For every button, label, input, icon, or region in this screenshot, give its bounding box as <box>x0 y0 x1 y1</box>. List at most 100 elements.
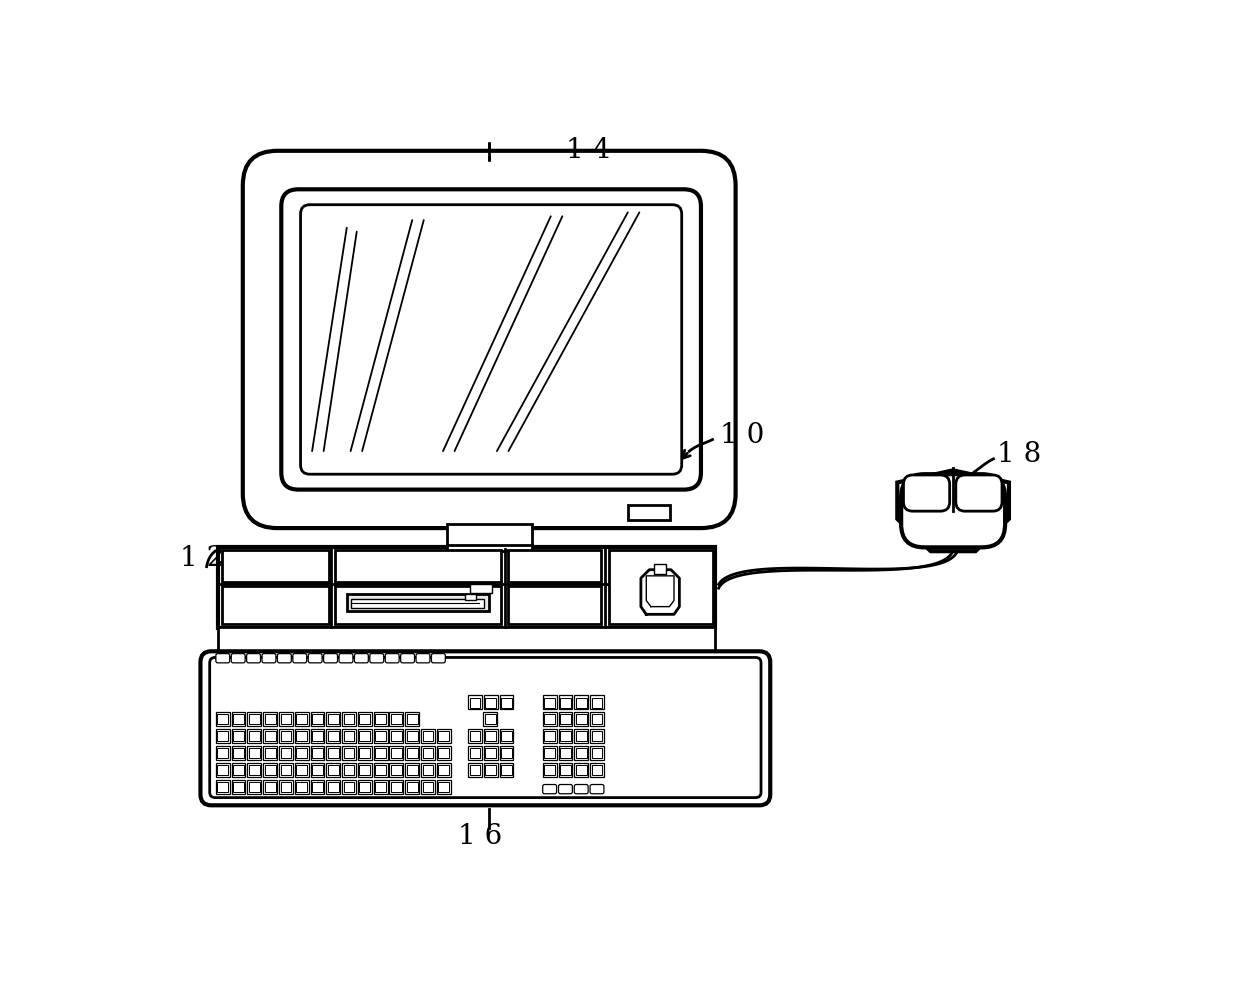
Bar <box>423 765 433 775</box>
Bar <box>591 714 603 724</box>
Bar <box>216 729 229 743</box>
FancyBboxPatch shape <box>324 654 337 663</box>
Bar <box>217 765 228 775</box>
FancyBboxPatch shape <box>278 654 291 663</box>
Bar <box>248 780 262 794</box>
FancyBboxPatch shape <box>956 475 1002 511</box>
Bar <box>436 746 450 760</box>
Bar <box>405 780 419 794</box>
Bar <box>296 782 308 792</box>
Bar <box>216 763 229 777</box>
Bar <box>590 746 604 760</box>
Bar <box>343 748 355 758</box>
Bar <box>312 731 322 741</box>
Bar <box>446 545 532 551</box>
Bar <box>218 547 714 628</box>
Bar <box>326 780 340 794</box>
Bar <box>310 763 325 777</box>
Bar <box>389 780 403 794</box>
Bar <box>590 763 604 777</box>
Bar <box>590 729 604 743</box>
Bar <box>351 599 484 608</box>
Bar <box>296 748 308 758</box>
Bar <box>558 729 573 743</box>
Bar <box>391 714 402 724</box>
Bar <box>544 748 556 758</box>
Bar <box>407 782 418 792</box>
Bar <box>544 765 556 775</box>
Bar <box>310 780 325 794</box>
Bar <box>391 748 402 758</box>
Bar <box>591 698 603 708</box>
Bar <box>574 729 588 743</box>
FancyBboxPatch shape <box>201 651 770 805</box>
Text: 1 8: 1 8 <box>997 441 1042 468</box>
Bar <box>217 714 228 724</box>
Bar <box>574 746 588 760</box>
Bar <box>218 627 714 651</box>
Bar <box>465 594 476 600</box>
Bar <box>342 712 356 726</box>
Bar <box>422 780 435 794</box>
Bar <box>279 763 293 777</box>
Bar <box>560 748 570 758</box>
Bar <box>376 765 386 775</box>
Bar <box>484 746 497 760</box>
Bar <box>543 729 557 743</box>
FancyBboxPatch shape <box>309 654 322 663</box>
Bar <box>279 780 293 794</box>
Bar <box>389 729 403 743</box>
FancyBboxPatch shape <box>417 654 430 663</box>
Bar <box>560 731 570 741</box>
FancyBboxPatch shape <box>901 474 1006 547</box>
Bar <box>389 746 403 760</box>
Bar <box>391 731 402 741</box>
Bar <box>335 550 501 582</box>
Bar <box>575 765 587 775</box>
Bar <box>373 780 388 794</box>
Bar <box>470 698 480 708</box>
Bar <box>575 714 587 724</box>
FancyBboxPatch shape <box>558 785 573 794</box>
Bar <box>326 763 340 777</box>
Bar <box>485 714 496 724</box>
Bar <box>342 780 356 794</box>
Bar <box>347 594 490 611</box>
Bar <box>249 714 259 724</box>
Bar <box>335 586 501 624</box>
Bar <box>232 712 246 726</box>
Bar <box>280 765 291 775</box>
Bar <box>558 695 573 709</box>
Bar <box>470 748 480 758</box>
Bar <box>405 746 419 760</box>
Bar <box>263 746 277 760</box>
Bar <box>360 714 371 724</box>
Bar <box>360 748 371 758</box>
Bar <box>280 714 291 724</box>
Bar <box>216 746 229 760</box>
Bar <box>326 746 340 760</box>
Text: 1 0: 1 0 <box>720 422 765 449</box>
Bar <box>560 698 570 708</box>
Bar <box>436 729 450 743</box>
Bar <box>296 765 308 775</box>
Bar <box>422 763 435 777</box>
Bar <box>485 731 496 741</box>
Bar <box>484 763 497 777</box>
Bar <box>405 712 419 726</box>
FancyBboxPatch shape <box>210 657 761 798</box>
Bar <box>296 714 308 724</box>
Bar <box>233 765 244 775</box>
Bar <box>376 714 386 724</box>
Bar <box>439 748 449 758</box>
Bar <box>558 712 573 726</box>
Bar <box>500 746 513 760</box>
FancyBboxPatch shape <box>262 654 277 663</box>
Bar <box>544 731 556 741</box>
Bar <box>265 731 275 741</box>
Bar <box>467 695 482 709</box>
Bar <box>484 729 497 743</box>
Bar <box>590 712 604 726</box>
Bar <box>343 714 355 724</box>
Bar <box>470 765 480 775</box>
